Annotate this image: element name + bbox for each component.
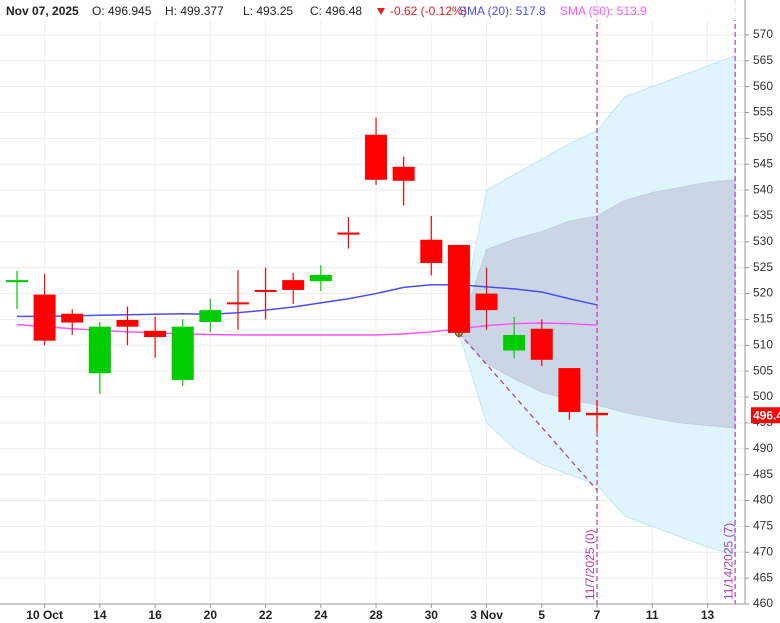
y-tick-label: 555 bbox=[753, 105, 773, 119]
y-tick-label: 545 bbox=[753, 156, 773, 170]
legend-sma50: SMA (50): 513.9 bbox=[560, 4, 647, 18]
candle-body bbox=[33, 294, 56, 341]
candle-body bbox=[199, 310, 222, 323]
candle-body bbox=[586, 412, 609, 416]
date-marker-label: 11/7/2025 (0) bbox=[583, 530, 597, 601]
x-tick-label: 22 bbox=[259, 608, 273, 622]
header-date: Nov 07, 2025 bbox=[6, 4, 79, 18]
y-tick-label: 520 bbox=[753, 286, 773, 300]
candle-body bbox=[309, 274, 332, 282]
x-tick-label: 16 bbox=[148, 608, 162, 622]
candle-body bbox=[282, 280, 305, 290]
candle-body bbox=[6, 280, 28, 283]
y-tick-label: 560 bbox=[753, 79, 773, 93]
header-high: H: 499.377 bbox=[165, 4, 224, 18]
y-tick-label: 510 bbox=[753, 337, 773, 351]
y-tick-label: 525 bbox=[753, 260, 773, 274]
candle-body bbox=[61, 313, 84, 323]
candle-body bbox=[420, 239, 443, 264]
candle-body bbox=[144, 330, 167, 338]
sma-line bbox=[16, 322, 598, 336]
y-tick-label: 475 bbox=[753, 519, 773, 533]
x-tick-label: 24 bbox=[314, 608, 328, 622]
candle-body bbox=[337, 232, 360, 235]
x-tick-label: 14 bbox=[93, 608, 107, 622]
x-tick-label: 3 Nov bbox=[470, 608, 503, 622]
candle-body bbox=[392, 166, 415, 181]
last-price-tag bbox=[751, 407, 780, 424]
background-layer: 11/7/2025 (0) 11/14/2025 (7) bbox=[0, 0, 745, 605]
y-tick-label: 500 bbox=[753, 389, 773, 403]
x-tick-label: 7 bbox=[594, 608, 601, 622]
candle-body bbox=[558, 368, 581, 413]
y-tick-label: 535 bbox=[753, 208, 773, 222]
y-tick-label: 565 bbox=[753, 53, 773, 67]
x-tick-label: 11 bbox=[646, 608, 659, 622]
last-price-label: 496.48 bbox=[753, 408, 780, 422]
y-tick-label: 570 bbox=[753, 27, 773, 41]
candle-body bbox=[475, 293, 498, 311]
header-low: L: 493.25 bbox=[243, 4, 293, 18]
candle-body bbox=[254, 289, 277, 292]
date-marker-label: 11/14/2025 (7) bbox=[721, 523, 735, 600]
x-tick-label: 30 bbox=[425, 608, 439, 622]
header-close: C: 496.48 bbox=[310, 4, 362, 18]
x-tick-label: 20 bbox=[204, 608, 218, 622]
y-tick-label: 530 bbox=[753, 234, 773, 248]
y-tick-label: 490 bbox=[753, 441, 773, 455]
candle-body bbox=[365, 134, 388, 180]
y-tick-label: 550 bbox=[753, 131, 773, 145]
down-arrow-icon bbox=[377, 8, 385, 15]
sma-line bbox=[17, 284, 598, 318]
y-tick-label: 540 bbox=[753, 182, 773, 196]
y-tick-label: 505 bbox=[753, 363, 773, 377]
header-change: -0.62 (-0.12%) bbox=[390, 4, 467, 18]
x-tick-label: 5 bbox=[538, 608, 545, 622]
candle-body bbox=[226, 302, 249, 305]
candle-body bbox=[447, 244, 470, 333]
header-open: O: 496.945 bbox=[92, 4, 152, 18]
candle-body bbox=[171, 326, 194, 380]
forecast-line bbox=[458, 332, 598, 491]
x-tick-label: 10 Oct bbox=[26, 608, 63, 622]
y-tick-label: 515 bbox=[753, 312, 773, 326]
y-tick-label: 485 bbox=[753, 467, 773, 481]
candle-body bbox=[116, 319, 139, 327]
legend-sma20: SMA (20): 517.8 bbox=[459, 4, 546, 18]
candle-body bbox=[88, 326, 111, 374]
y-tick-label: 470 bbox=[753, 544, 773, 558]
candle-body bbox=[530, 328, 553, 360]
main-layer bbox=[6, 117, 609, 491]
x-tick-label: 13 bbox=[701, 608, 715, 622]
forecast-inner-band bbox=[458, 179, 736, 429]
header-bg bbox=[0, 0, 745, 20]
y-tick-label: 465 bbox=[753, 570, 773, 584]
x-tick-label: 28 bbox=[369, 608, 383, 622]
candle-body bbox=[503, 334, 526, 351]
y-tick-label: 460 bbox=[753, 596, 773, 610]
y-tick-label: 480 bbox=[753, 493, 773, 507]
